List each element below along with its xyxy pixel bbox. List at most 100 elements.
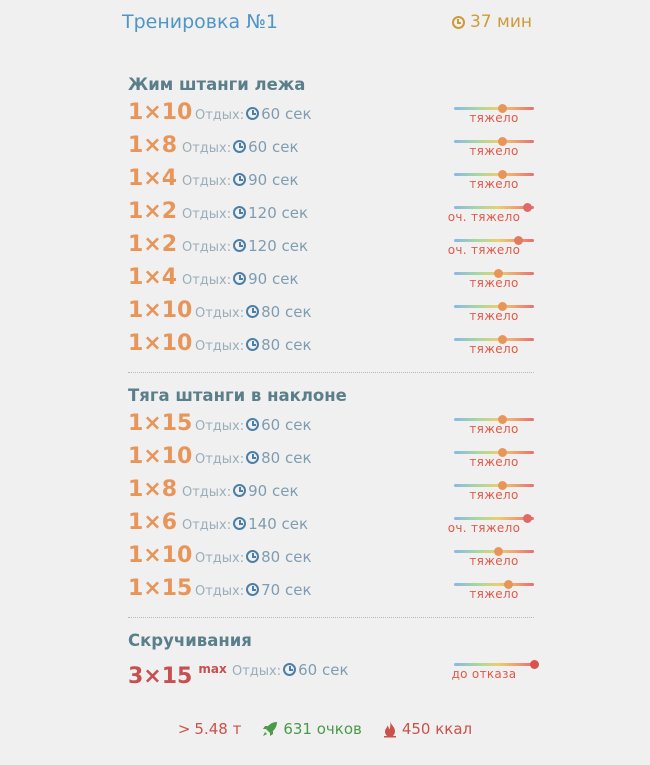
set-reps: 1×2 bbox=[128, 198, 177, 226]
set-row[interactable]: 3×15 max Отдых: 60 сек до отказа bbox=[128, 654, 539, 689]
set-reps: 3×15 max bbox=[128, 655, 227, 691]
exercise-list: Жим штанги лежа 1×10 Отдых: 60 сек тяжело 1×8… bbox=[128, 72, 539, 689]
clock-icon bbox=[233, 484, 247, 497]
intensity-marker bbox=[523, 203, 533, 212]
total-calories-value: 450 ккал bbox=[401, 720, 473, 738]
set-row[interactable]: 1×10 Отдых: 80 сек тяжело bbox=[128, 541, 534, 574]
intensity-marker bbox=[493, 547, 503, 556]
set-row[interactable]: 1×2 Отдых: 120 сек оч. тяжело bbox=[128, 230, 534, 263]
set-row[interactable]: 1×6 Отдых: 140 сек оч. тяжело bbox=[128, 508, 534, 541]
workout-summary: > 5.48 т 631 очков 450 ккал bbox=[0, 720, 650, 738]
set-reps: 1×4 bbox=[128, 264, 177, 292]
rest-label: Отдых: bbox=[182, 485, 232, 500]
rest-value: 90 сек bbox=[248, 482, 299, 500]
intensity-label: оч. тяжело bbox=[447, 243, 521, 257]
intensity-indicator: до отказа bbox=[452, 654, 539, 687]
clock-icon bbox=[246, 583, 260, 596]
rocket-icon bbox=[263, 722, 278, 736]
set-reps: 1×2 bbox=[128, 231, 177, 259]
rest-label: Отдых: bbox=[195, 306, 245, 321]
intensity-bar bbox=[454, 663, 534, 666]
intensity-bar bbox=[454, 517, 534, 520]
set-rest: Отдых: 80 сек bbox=[195, 449, 312, 469]
intensity-marker bbox=[497, 335, 507, 344]
set-row[interactable]: 1×10 Отдых: 80 сек тяжело bbox=[128, 329, 534, 362]
set-reps-value: 1×15 bbox=[128, 576, 193, 601]
rest-label: Отдых: bbox=[182, 207, 232, 222]
intensity-marker bbox=[503, 580, 513, 589]
set-reps: 1×15 bbox=[128, 410, 192, 438]
total-weight-value: 5.48 т bbox=[194, 720, 242, 738]
set-row[interactable]: 1×2 Отдых: 120 сек оч. тяжело bbox=[128, 197, 534, 230]
rest-value: 80 сек bbox=[261, 449, 312, 467]
clock-icon bbox=[233, 140, 247, 153]
rest-label: Отдых: bbox=[182, 518, 232, 533]
intensity-label: тяжело bbox=[469, 587, 519, 601]
set-reps-value: 1×6 bbox=[128, 510, 178, 535]
clock-icon bbox=[233, 272, 247, 285]
set-rest: Отдых: 60 сек bbox=[195, 105, 312, 125]
intensity-label: тяжело bbox=[469, 455, 519, 469]
set-rest: Отдых: 70 сек bbox=[195, 581, 312, 601]
intensity-indicator: тяжело bbox=[454, 541, 534, 574]
workout-duration: 37 мин bbox=[451, 12, 532, 32]
intensity-indicator: оч. тяжело bbox=[448, 508, 534, 541]
total-points-value: 631 очков bbox=[283, 720, 362, 738]
rest-value: 70 сек bbox=[261, 581, 312, 599]
intensity-indicator: тяжело bbox=[454, 475, 534, 508]
intensity-label: тяжело bbox=[469, 111, 519, 125]
flame-icon bbox=[383, 721, 396, 738]
rest-label: Отдых: bbox=[182, 174, 232, 189]
section-divider bbox=[128, 617, 534, 618]
set-row[interactable]: 1×8 Отдых: 90 сек тяжело bbox=[128, 475, 534, 508]
set-row[interactable]: 1×15 Отдых: 70 сек тяжело bbox=[128, 574, 534, 607]
intensity-indicator: оч. тяжело bbox=[448, 230, 534, 263]
clock-icon bbox=[246, 418, 260, 431]
rest-value: 60 сек bbox=[298, 661, 349, 679]
rest-label: Отдых: bbox=[195, 419, 245, 434]
clock-icon bbox=[451, 15, 465, 29]
intensity-marker bbox=[497, 170, 507, 179]
set-row[interactable]: 1×4 Отдых: 90 сек тяжело bbox=[128, 164, 534, 197]
exercise-block: Жим штанги лежа 1×10 Отдых: 60 сек тяжело 1×8… bbox=[128, 72, 534, 362]
intensity-marker bbox=[497, 137, 507, 146]
set-row[interactable]: 1×10 Отдых: 80 сек тяжело bbox=[128, 296, 534, 329]
duration-value: 37 мин bbox=[469, 12, 532, 32]
set-reps-value: 1×4 bbox=[128, 166, 178, 191]
intensity-marker bbox=[529, 660, 539, 669]
set-row[interactable]: 1×10 Отдых: 80 сек тяжело bbox=[128, 442, 534, 475]
rest-value: 80 сек bbox=[261, 303, 312, 321]
set-rest: Отдых: 90 сек bbox=[182, 270, 299, 290]
intensity-bar bbox=[454, 305, 534, 308]
intensity-label: тяжело bbox=[469, 554, 519, 568]
rest-label: Отдых: bbox=[195, 108, 245, 123]
total-weight: > 5.48 т bbox=[178, 720, 241, 738]
set-reps-value: 1×2 bbox=[128, 232, 178, 257]
exercise-name: Тяга штанги в наклоне bbox=[128, 386, 347, 405]
exercise-block: Тяга штанги в наклоне 1×15 Отдых: 60 сек тяж… bbox=[128, 383, 534, 607]
set-row[interactable]: 1×8 Отдых: 60 сек тяжело bbox=[128, 131, 534, 164]
set-rest: Отдых: 120 сек bbox=[182, 204, 308, 224]
rest-value: 120 сек bbox=[248, 204, 309, 222]
intensity-marker bbox=[513, 236, 523, 245]
clock-icon bbox=[233, 239, 247, 252]
intensity-label: тяжело bbox=[469, 144, 519, 158]
set-reps-value: 1×4 bbox=[128, 265, 178, 290]
set-row[interactable]: 1×15 Отдых: 60 сек тяжело bbox=[128, 409, 534, 442]
set-row[interactable]: 1×4 Отдых: 90 сек тяжело bbox=[128, 263, 534, 296]
intensity-label: до отказа bbox=[451, 667, 517, 681]
clock-icon bbox=[233, 206, 247, 219]
intensity-bar bbox=[454, 583, 534, 586]
exercise-name: Скручивания bbox=[128, 631, 252, 650]
rest-label: Отдых: bbox=[182, 240, 232, 255]
intensity-bar bbox=[454, 140, 534, 143]
rest-value: 120 сек bbox=[248, 237, 309, 255]
intensity-indicator: тяжело bbox=[454, 329, 534, 362]
intensity-indicator: тяжело bbox=[454, 98, 534, 131]
set-reps-value: 1×10 bbox=[128, 331, 193, 356]
intensity-indicator: тяжело bbox=[454, 131, 534, 164]
clock-icon bbox=[246, 305, 260, 318]
set-reps-value: 3×15 bbox=[128, 664, 193, 689]
set-row[interactable]: 1×10 Отдых: 60 сек тяжело bbox=[128, 98, 534, 131]
intensity-bar bbox=[454, 484, 534, 487]
